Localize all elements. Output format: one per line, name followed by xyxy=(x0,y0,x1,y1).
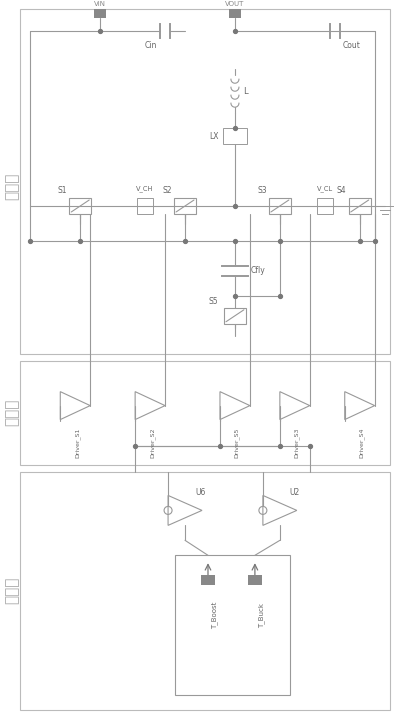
Text: Driver_S5: Driver_S5 xyxy=(234,428,240,458)
Text: V_CH: V_CH xyxy=(136,185,154,192)
Text: S2: S2 xyxy=(162,186,172,194)
Bar xyxy=(248,575,262,585)
Bar xyxy=(317,198,333,214)
Text: U2: U2 xyxy=(290,488,300,497)
Text: Driver_S2: Driver_S2 xyxy=(149,428,155,458)
Bar xyxy=(20,9,389,354)
Text: L: L xyxy=(243,86,247,96)
Text: U6: U6 xyxy=(195,488,206,497)
Text: V_CL: V_CL xyxy=(317,185,333,192)
Bar xyxy=(69,198,91,214)
Text: Driver_S1: Driver_S1 xyxy=(74,428,80,458)
Text: Driver_S4: Driver_S4 xyxy=(359,428,365,458)
Text: T_Buck: T_Buck xyxy=(258,603,265,628)
Bar xyxy=(174,198,196,214)
Bar xyxy=(223,128,247,144)
Bar xyxy=(201,575,215,585)
Text: S4: S4 xyxy=(337,186,346,194)
Bar xyxy=(94,9,106,18)
Text: 控制级: 控制级 xyxy=(5,577,20,604)
Text: Cout: Cout xyxy=(343,41,361,50)
Text: 驱动级: 驱动级 xyxy=(5,399,20,426)
Text: S1: S1 xyxy=(57,186,67,194)
Bar xyxy=(229,9,241,18)
Bar xyxy=(349,198,371,214)
Bar xyxy=(175,555,290,695)
Text: S3: S3 xyxy=(257,186,267,194)
Bar xyxy=(224,307,246,324)
Text: VIN: VIN xyxy=(94,1,106,7)
Bar xyxy=(20,361,389,466)
Text: T_Boost: T_Boost xyxy=(211,601,218,629)
Text: VOUT: VOUT xyxy=(225,1,245,7)
Text: LX: LX xyxy=(210,132,219,140)
Text: Driver_S3: Driver_S3 xyxy=(294,428,300,458)
Text: Cfly: Cfly xyxy=(251,266,266,275)
Text: 功率级: 功率级 xyxy=(5,172,20,199)
Text: S5: S5 xyxy=(208,297,218,306)
Bar xyxy=(20,472,389,710)
Bar xyxy=(137,198,153,214)
Text: Cin: Cin xyxy=(145,41,158,50)
Bar xyxy=(269,198,291,214)
